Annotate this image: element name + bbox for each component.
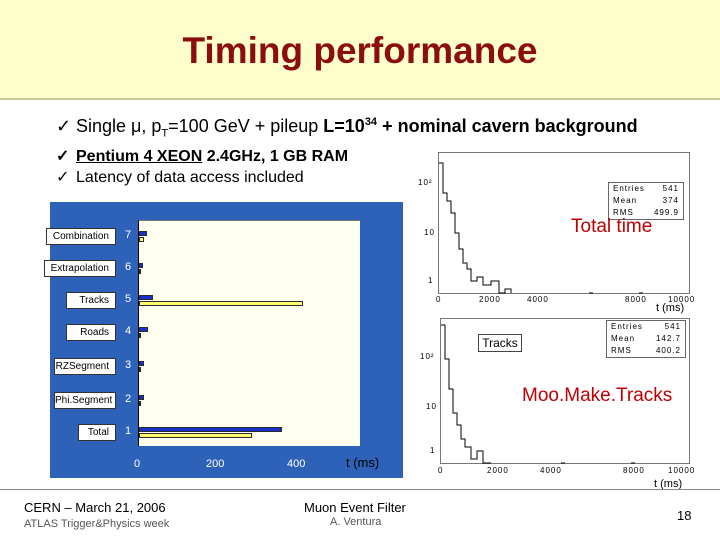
bar-category-label: Roads [66,324,116,341]
stat-row: Mean 142.7 [611,334,681,343]
bar [139,269,141,274]
bar [139,295,153,300]
bar [139,427,282,432]
bar [139,367,141,372]
stats-box-bottom: Entries 541 Mean 142.7 RMS 400.2 [606,320,686,358]
bar [139,231,147,236]
y-tick-label: 1 [430,446,436,455]
bar-category-index: 1 [125,425,132,437]
bar-category-label: Total [78,424,116,441]
moo-make-tracks-label: Moo.Make.Tracks [522,385,673,406]
bar [139,327,148,332]
bar-chart-plot [138,220,360,446]
x-tick-label: 2000 [487,466,509,475]
footer-author: A. Ventura [330,516,382,528]
bar [139,237,144,242]
x-tick-label: 10000 [668,466,696,475]
bar-category-index: 4 [125,325,132,337]
x-tick-label: 2000 [479,295,501,304]
check-icon: ✓ [56,116,72,136]
x-tick-label: 4000 [540,466,562,475]
x-tick-label: 8000 [625,295,647,304]
bar-category-index: 2 [125,393,132,405]
x-tick-label: 8000 [623,466,645,475]
hist-top-x-unit: t (ms) [656,302,685,314]
bar-chart-x-unit: t (ms) [346,455,380,470]
bullet-latency: ✓ Latency of data access included [56,169,304,186]
bar [139,333,141,338]
y-tick-label: 10 [426,402,437,411]
x-tick-label: 200 [206,458,225,470]
check-icon: ✓ [56,148,70,165]
check-icon: ✓ [56,169,70,186]
bar [139,361,144,366]
stat-row: Entries 541 [613,184,679,193]
page-number: 18 [677,508,692,523]
x-tick-label: 400 [287,458,306,470]
footer-title: Muon Event Filter [304,500,406,515]
bar-category-label: Phi.Segment [54,392,116,409]
bullet-cpu: ✓ Pentium 4 XEON 2.4GHz, 1 GB RAM [56,148,349,165]
y-tick-label: 1 [428,276,434,285]
title-band [0,0,720,100]
y-tick-label: 10² [418,178,433,187]
bar [139,433,252,438]
y-tick-label: 10² [420,352,435,361]
footer-date: CERN – March 21, 2006 [24,500,166,515]
bar-category-label: Tracks [66,292,116,309]
bar [139,395,144,400]
bar [139,263,143,268]
stat-row: Mean 374 [613,196,679,205]
total-time-histogram [438,152,690,294]
y-tick-label: 10 [424,228,435,237]
stat-row: RMS 499.9 [613,208,679,217]
x-tick-label: 0 [438,466,444,475]
stat-row: RMS 400.2 [611,346,681,355]
bar-category-index: 7 [125,229,132,241]
bar-category-index: 5 [125,293,132,305]
total-time-label: Total time [571,216,653,237]
bar-category-label: Combination [46,228,116,245]
slide-title: Timing performance [182,30,538,71]
stat-row: Entries 541 [611,322,681,331]
bar-category-index: 6 [125,261,132,273]
x-tick-label: 4000 [527,295,549,304]
x-tick-label: 0 [134,458,141,470]
stats-box-top: Entries 541 Mean 374 RMS 499.9 [608,182,684,220]
x-tick-label: 10000 [668,295,696,304]
tracks-histogram-shape [441,324,635,464]
x-tick-label: 0 [436,295,442,304]
bar [139,401,141,406]
footer-divider [0,489,720,490]
total-time-histogram-shape [439,162,643,294]
hist-bottom-x-unit: t (ms) [654,478,683,490]
bullet-config: ✓ Single μ, pT=100 GeV + pileup L=1034 + … [56,116,638,140]
footer-event: ATLAS Trigger&Physics week [24,518,170,530]
bar-category-label: RZSegment [54,358,116,375]
bar-category-index: 3 [125,359,132,371]
bar-category-label: Extrapolation [44,260,116,277]
tracks-tag: Tracks [478,334,522,352]
bar [139,301,303,306]
